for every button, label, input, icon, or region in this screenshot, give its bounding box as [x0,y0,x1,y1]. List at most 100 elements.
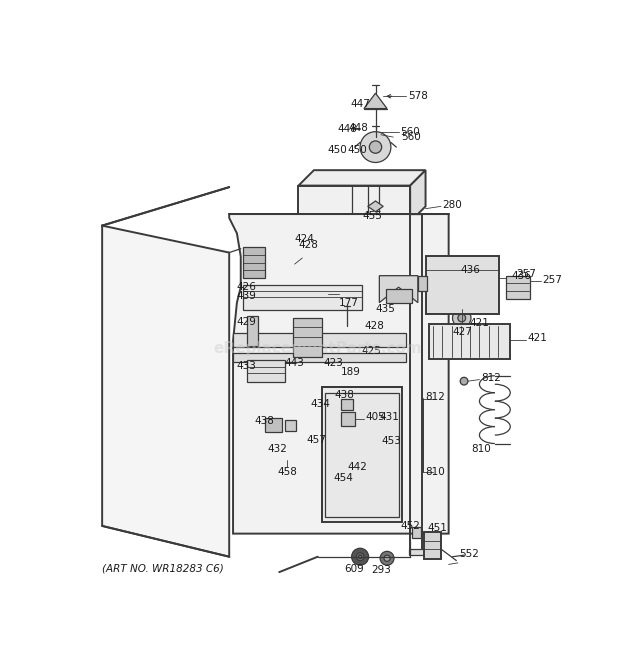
Text: 257: 257 [516,269,536,279]
Circle shape [384,555,390,561]
Text: 458: 458 [277,467,297,477]
Text: 552: 552 [459,549,479,559]
Circle shape [328,289,339,299]
Text: 452: 452 [401,521,421,531]
Text: 421: 421 [469,318,489,328]
Text: 293: 293 [371,564,391,575]
Text: 429: 429 [237,317,257,327]
Text: 560: 560 [401,132,420,142]
Circle shape [380,551,394,565]
Text: 425: 425 [361,346,381,356]
Bar [233,353,406,362]
Text: 428: 428 [298,240,319,250]
Text: 578: 578 [409,91,428,101]
Circle shape [460,377,468,385]
Text: 405: 405 [365,412,385,422]
Ellipse shape [118,367,132,408]
Circle shape [458,314,466,322]
Bar [243,247,265,278]
Text: 435: 435 [376,304,396,314]
Text: 438: 438 [335,390,355,400]
Polygon shape [379,276,418,303]
Bar [247,317,258,346]
Circle shape [374,420,385,431]
Text: 450: 450 [347,145,367,155]
Bar [285,420,296,431]
Text: 432: 432 [268,444,288,454]
Text: 455: 455 [363,212,383,221]
Text: 560: 560 [400,127,420,137]
Polygon shape [368,201,383,212]
Bar [425,256,498,314]
Text: 810: 810 [472,444,492,454]
Bar [293,318,322,356]
Bar [265,418,282,432]
Bar [326,393,399,517]
Text: 442: 442 [347,463,367,473]
Bar [233,333,406,347]
Circle shape [285,466,290,471]
Circle shape [360,316,364,321]
Circle shape [370,141,382,153]
Circle shape [320,424,385,489]
Ellipse shape [303,243,333,266]
Circle shape [355,312,368,324]
Circle shape [360,132,391,163]
Polygon shape [298,170,425,186]
Text: 451: 451 [427,524,447,533]
Bar [418,276,427,291]
Text: 427: 427 [453,327,472,337]
Text: 438: 438 [255,416,275,426]
Text: 436: 436 [512,272,532,282]
Polygon shape [364,93,387,108]
Bar [409,549,424,555]
Text: 457: 457 [306,435,326,445]
Text: 812: 812 [481,373,501,383]
Polygon shape [229,214,449,533]
Circle shape [347,451,358,462]
Text: 426: 426 [237,282,257,292]
Circle shape [249,327,255,332]
Ellipse shape [312,251,324,260]
Text: 428: 428 [364,321,384,330]
Polygon shape [322,387,402,522]
Text: 448: 448 [348,123,368,133]
Circle shape [377,424,382,428]
Text: 431: 431 [379,412,399,422]
Bar [247,360,285,382]
Text: 447: 447 [351,99,371,109]
Circle shape [337,442,368,472]
Text: eReplacementParts.com: eReplacementParts.com [213,341,422,356]
Bar [507,276,529,299]
Circle shape [352,548,368,565]
Text: 421: 421 [527,333,547,343]
Circle shape [360,340,364,345]
Text: 257: 257 [542,274,562,284]
Text: 609: 609 [344,564,364,574]
Bar [412,527,421,538]
Circle shape [346,362,351,367]
Text: 812: 812 [425,391,445,402]
Text: 439: 439 [237,292,257,301]
Circle shape [356,553,364,561]
Text: 450: 450 [328,145,347,155]
Text: 448: 448 [337,124,357,134]
Text: 280: 280 [443,200,463,210]
Bar [424,532,441,559]
Bar [243,285,363,309]
Polygon shape [102,225,229,557]
Text: 443: 443 [285,358,304,368]
Circle shape [342,358,355,370]
Bar [341,399,353,410]
Polygon shape [410,170,425,222]
Text: 810: 810 [425,467,445,477]
Bar [386,289,412,303]
Text: 453: 453 [382,436,402,446]
Text: 434: 434 [310,399,330,409]
Text: 424: 424 [294,235,314,245]
Text: 177: 177 [339,297,359,307]
Text: 189: 189 [341,367,361,377]
Polygon shape [298,186,410,222]
Circle shape [452,286,461,295]
Text: 436: 436 [460,265,480,275]
